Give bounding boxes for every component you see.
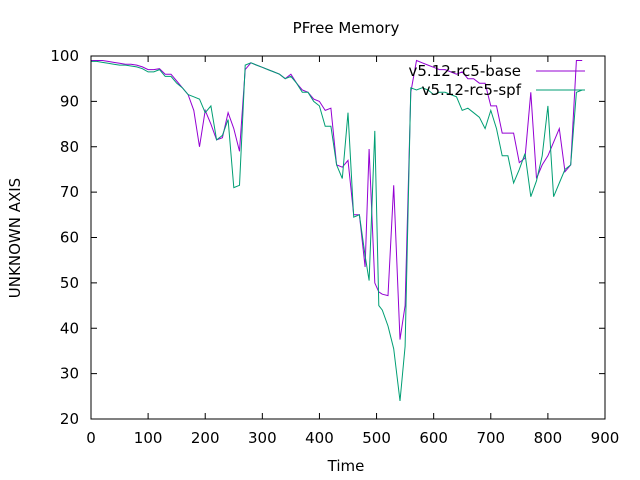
- y-tick-label: 70: [60, 183, 79, 201]
- x-tick-label: 500: [362, 429, 391, 447]
- x-tick-label: 200: [191, 429, 220, 447]
- x-tick-label: 0: [86, 429, 96, 447]
- x-tick-label: 400: [305, 429, 334, 447]
- chart-title: PFree Memory: [293, 19, 400, 37]
- x-tick-label: 700: [476, 429, 505, 447]
- series-line-1: [91, 60, 583, 401]
- y-tick-label: 90: [60, 92, 79, 110]
- x-tick-label: 800: [534, 429, 563, 447]
- legend-label-0: v5.12-rc5-base: [409, 62, 522, 80]
- series-line-0: [91, 59, 583, 340]
- legend-label-1: v5.12-rc5-spf: [422, 81, 522, 99]
- y-tick-label: 20: [60, 410, 79, 428]
- y-tick-label: 50: [60, 274, 79, 292]
- y-tick-label: 30: [60, 365, 79, 383]
- y-tick-label: 80: [60, 138, 79, 156]
- y-axis-label: UNKNOWN AXIS: [6, 178, 24, 298]
- y-tick-label: 60: [60, 229, 79, 247]
- y-tick-label: 100: [50, 47, 79, 65]
- x-tick-label: 600: [419, 429, 448, 447]
- plot-series: [91, 59, 583, 401]
- x-tick-label: 100: [134, 429, 163, 447]
- x-axis-label: Time: [327, 457, 365, 475]
- x-tick-label: 900: [591, 429, 620, 447]
- plot-area-border: [90, 55, 606, 420]
- y-tick-label: 40: [60, 319, 79, 337]
- x-tick-label: 300: [248, 429, 277, 447]
- axes-ticks: 0 100 200 300 400 500 600 700 800 900 20 30 40 50 60 70…: [50, 47, 619, 447]
